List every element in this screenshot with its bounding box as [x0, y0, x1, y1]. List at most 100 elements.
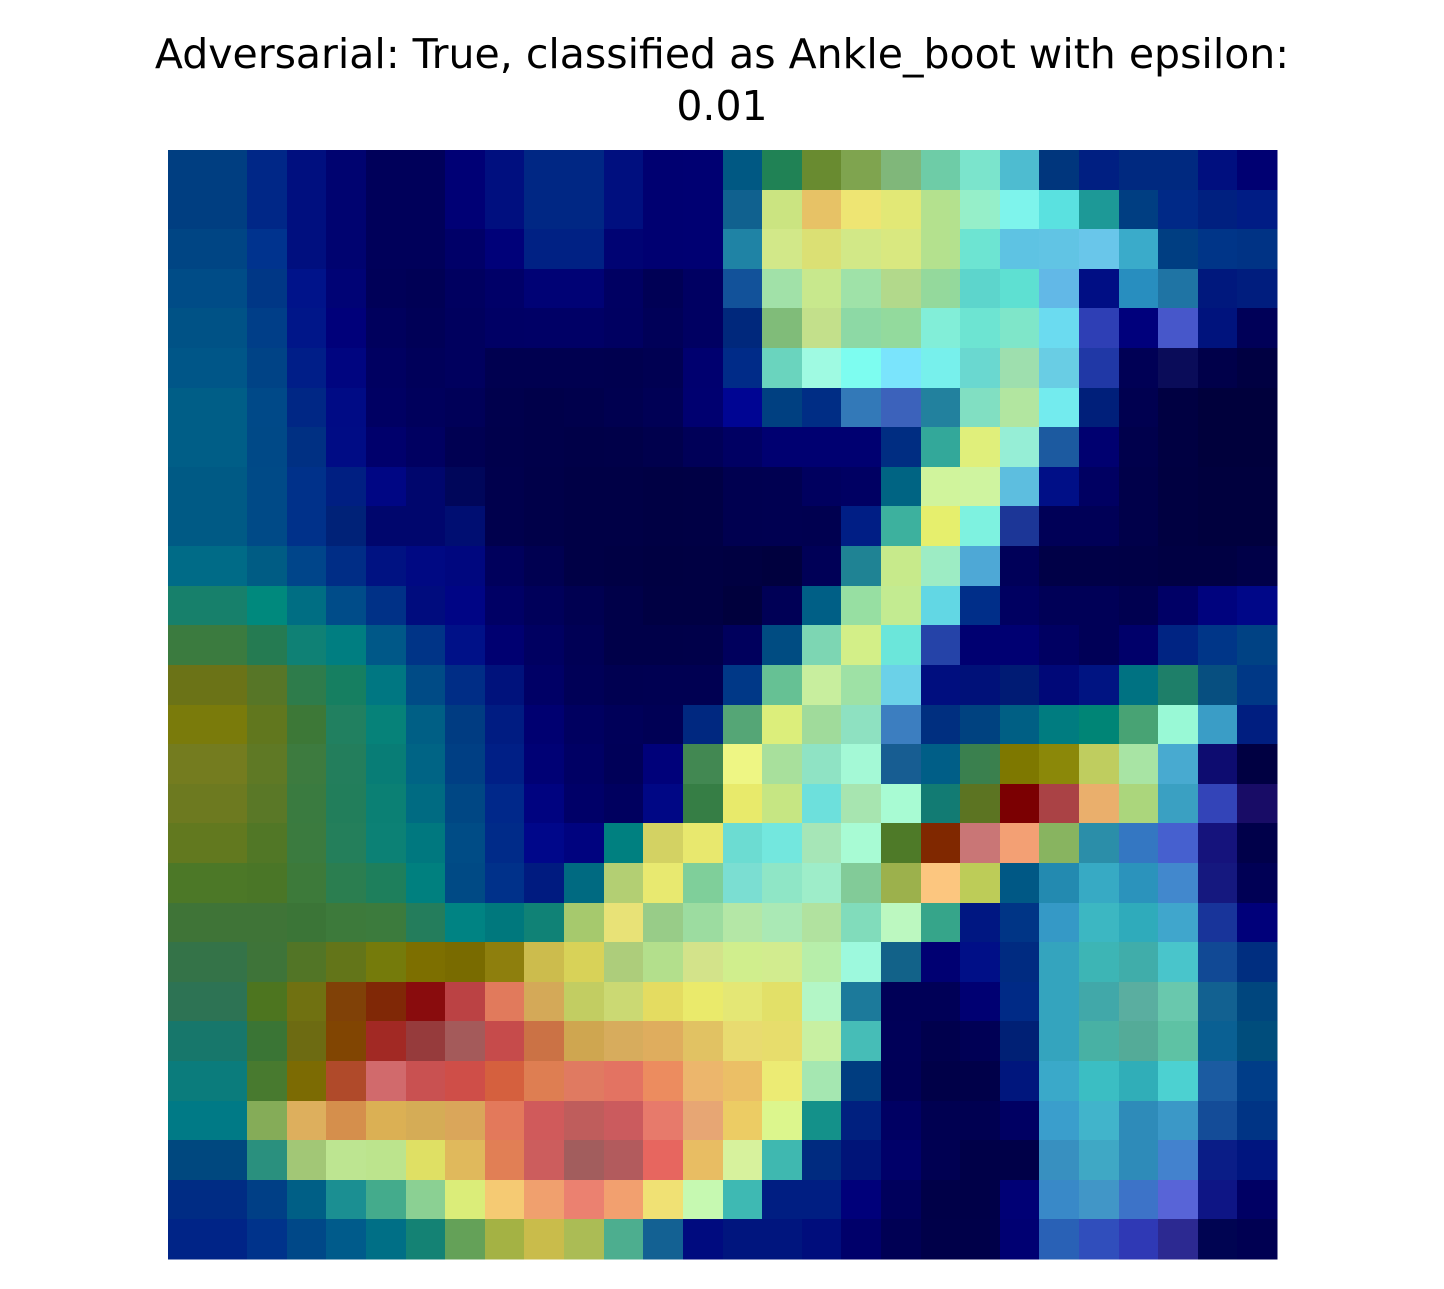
- heatmap-cell: [168, 625, 209, 666]
- heatmap-cell: [604, 982, 644, 1022]
- heatmap-cell: [762, 903, 803, 943]
- heatmap-cell: [326, 625, 367, 666]
- heatmap-cell: [841, 467, 882, 507]
- heatmap-cell: [1237, 150, 1278, 191]
- heatmap-cell: [802, 744, 842, 785]
- heatmap-cell: [366, 427, 407, 468]
- heatmap-cell: [366, 586, 407, 626]
- heatmap-cell: [921, 903, 961, 943]
- heatmap-cell: [247, 625, 288, 666]
- heatmap-cell: [366, 1061, 407, 1102]
- heatmap-cell: [326, 546, 367, 587]
- heatmap-cell: [1000, 269, 1040, 309]
- heatmap-cell: [366, 863, 407, 904]
- heatmap-cell: [683, 1180, 724, 1220]
- heatmap-cell: [960, 903, 1001, 943]
- heatmap-cell: [683, 784, 724, 824]
- heatmap-cell: [604, 427, 644, 468]
- heatmap-cell: [1119, 625, 1159, 666]
- heatmap-cell: [1237, 1219, 1278, 1260]
- heatmap-cell: [564, 1140, 605, 1181]
- heatmap-cell: [1237, 1180, 1278, 1220]
- heatmap-cell: [881, 1180, 922, 1220]
- heatmap-cell: [1000, 903, 1040, 943]
- heatmap-cell: [643, 863, 684, 904]
- heatmap-cell: [643, 467, 684, 507]
- heatmap-cell: [326, 784, 367, 824]
- heatmap-cell: [1158, 1061, 1199, 1102]
- heatmap-cell: [326, 229, 367, 270]
- heatmap-cell: [406, 506, 446, 547]
- heatmap-cell: [1158, 308, 1199, 349]
- heatmap-cell: [1237, 427, 1278, 468]
- heatmap-cell: [1000, 1219, 1040, 1260]
- heatmap-cell: [1158, 1140, 1199, 1181]
- heatmap-cell: [168, 982, 209, 1022]
- heatmap-cell: [643, 348, 684, 389]
- heatmap-cell: [445, 467, 486, 507]
- heatmap-cell: [406, 546, 446, 587]
- heatmap-cell: [524, 586, 565, 626]
- heatmap-cell: [604, 229, 644, 270]
- heatmap-cell: [1198, 1021, 1238, 1062]
- heatmap-cell: [841, 546, 882, 587]
- heatmap-cell: [1237, 348, 1278, 389]
- heatmap-cell: [683, 942, 724, 983]
- heatmap-cell: [168, 190, 209, 230]
- heatmap-cell: [1079, 150, 1120, 191]
- heatmap-cell: [366, 269, 407, 309]
- heatmap-cell: [1079, 625, 1120, 666]
- heatmap-cell: [366, 506, 407, 547]
- heatmap-cell: [1237, 903, 1278, 943]
- heatmap-cell: [366, 665, 407, 706]
- heatmap-cell: [802, 784, 842, 824]
- heatmap-cell: [485, 903, 525, 943]
- heatmap-cell: [1079, 1180, 1120, 1220]
- heatmap-cell: [1079, 942, 1120, 983]
- heatmap-cell: [1158, 982, 1199, 1022]
- heatmap-cell: [287, 546, 327, 587]
- heatmap-cell: [1237, 784, 1278, 824]
- heatmap-cell: [604, 348, 644, 389]
- heatmap-cell: [1158, 586, 1199, 626]
- heatmap-cell: [247, 823, 288, 864]
- heatmap-cell: [445, 506, 486, 547]
- heatmap-cell: [1000, 546, 1040, 587]
- heatmap-cell: [168, 744, 209, 785]
- heatmap-cell: [485, 942, 525, 983]
- heatmap-cell: [802, 467, 842, 507]
- heatmap-cell: [406, 1219, 446, 1260]
- heatmap-cell: [604, 1219, 644, 1260]
- heatmap-cell: [1079, 1219, 1120, 1260]
- heatmap-cell: [326, 427, 367, 468]
- heatmap-cell: [683, 348, 724, 389]
- heatmap-cell: [445, 388, 486, 428]
- heatmap-cell: [1119, 150, 1159, 191]
- heatmap-cell: [208, 863, 248, 904]
- heatmap-cell: [802, 546, 842, 587]
- heatmap-cell: [604, 705, 644, 745]
- heatmap-cell: [366, 308, 407, 349]
- heatmap-cell: [960, 1061, 1001, 1102]
- heatmap-cell: [960, 506, 1001, 547]
- heatmap-cell: [208, 308, 248, 349]
- heatmap-cell: [366, 1219, 407, 1260]
- heatmap-cell: [643, 744, 684, 785]
- heatmap-cell: [960, 467, 1001, 507]
- heatmap-cell: [762, 744, 803, 785]
- heatmap-cell: [841, 1021, 882, 1062]
- heatmap-cell: [1119, 903, 1159, 943]
- heatmap-cell: [802, 308, 842, 349]
- heatmap-cell: [1039, 823, 1080, 864]
- heatmap-cell: [564, 823, 605, 864]
- heatmap-cell: [643, 1021, 684, 1062]
- heatmap-cell: [643, 665, 684, 706]
- heatmap-cell: [445, 1140, 486, 1181]
- heatmap-cell: [1000, 665, 1040, 706]
- heatmap-cell: [1237, 863, 1278, 904]
- heatmap-cell: [406, 229, 446, 270]
- heatmap-cell: [366, 467, 407, 507]
- heatmap-cell: [802, 388, 842, 428]
- heatmap-cell: [723, 784, 763, 824]
